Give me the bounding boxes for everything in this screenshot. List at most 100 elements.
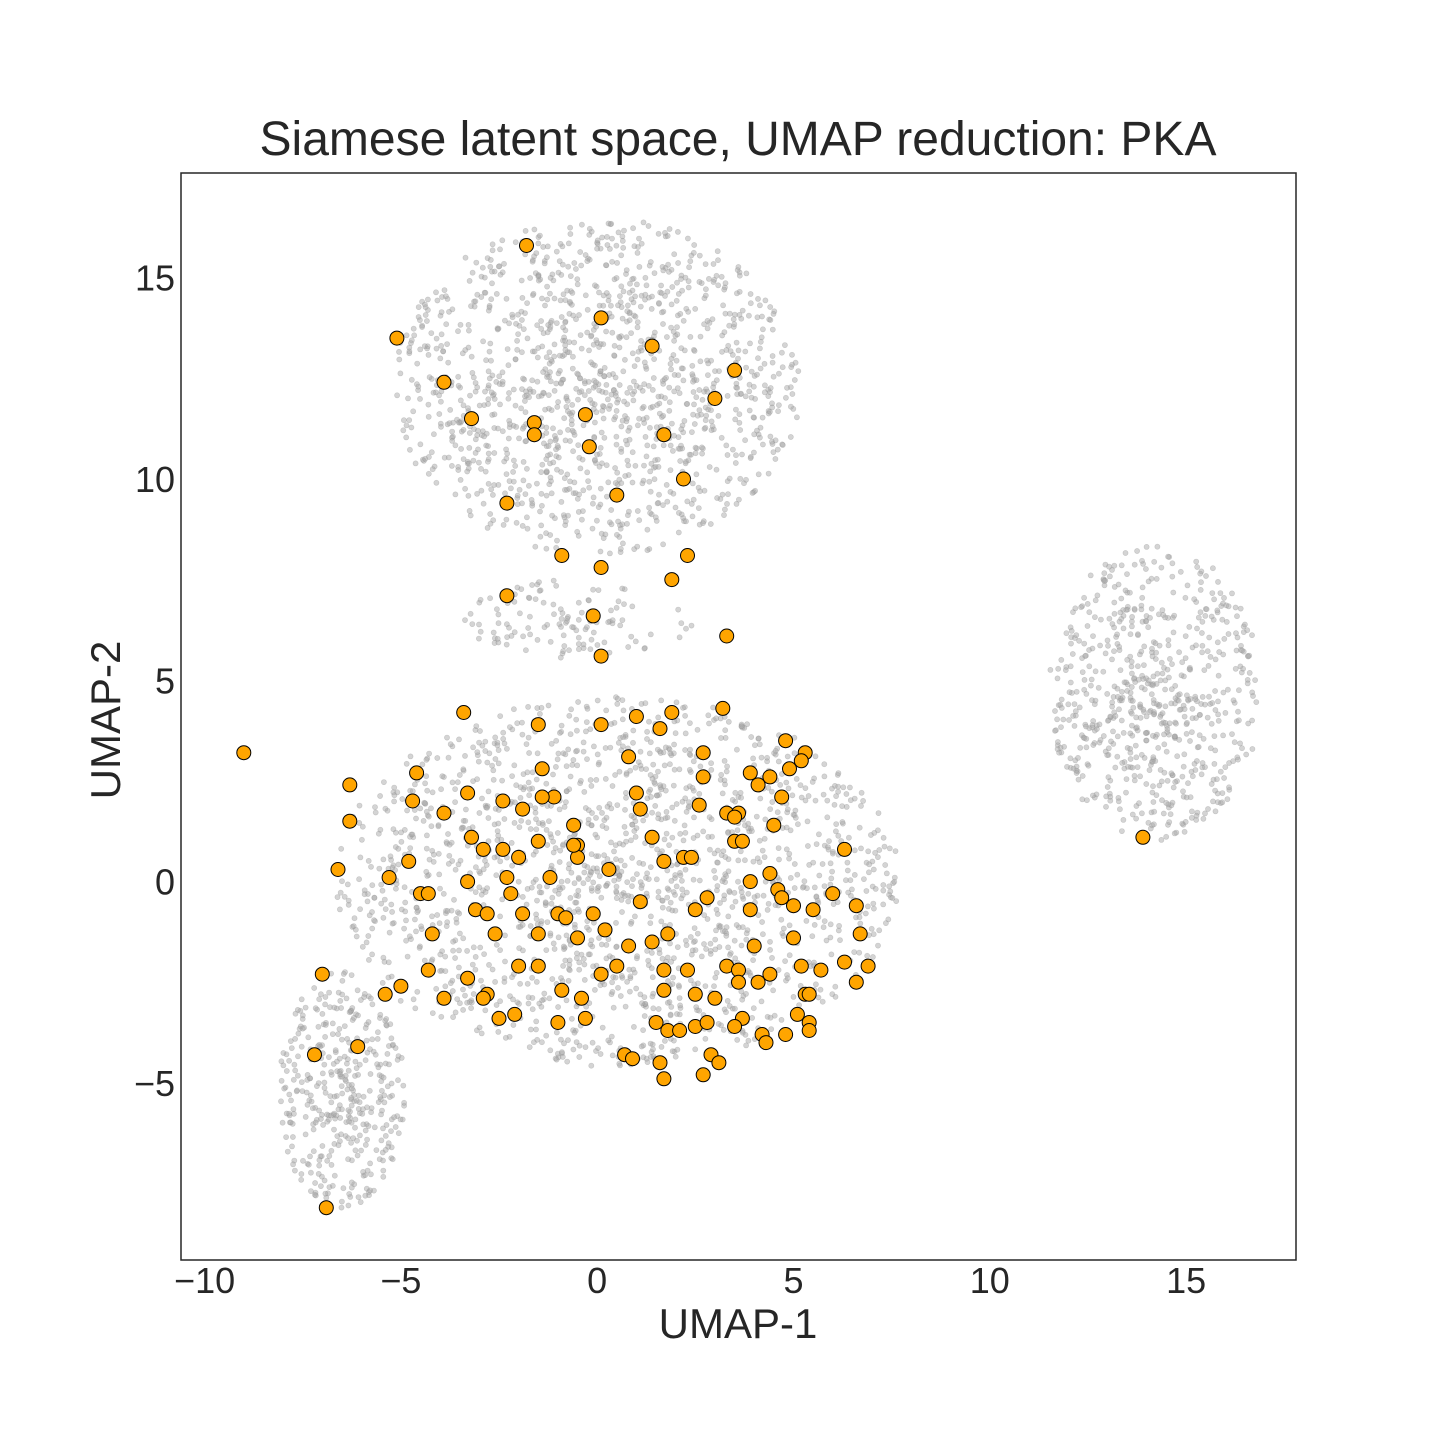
background-point — [622, 356, 628, 363]
background-point — [450, 1014, 456, 1020]
background-point — [310, 1148, 317, 1155]
background-point — [479, 264, 486, 271]
background-point — [402, 908, 409, 915]
background-point — [560, 943, 567, 950]
background-point — [1205, 806, 1211, 812]
highlighted-point — [648, 1015, 664, 1030]
background-point — [875, 854, 881, 860]
background-point — [731, 321, 738, 328]
background-point — [591, 743, 597, 750]
background-point — [485, 838, 492, 845]
background-point — [776, 856, 782, 863]
background-point — [552, 845, 559, 851]
highlighted-point — [628, 709, 644, 724]
background-point — [544, 919, 551, 925]
background-point — [1214, 799, 1221, 806]
background-point — [858, 803, 864, 809]
background-point — [642, 296, 648, 303]
background-point — [617, 993, 624, 999]
background-point — [565, 426, 571, 433]
background-point — [287, 1119, 294, 1126]
background-point — [365, 1019, 372, 1025]
background-point — [503, 471, 510, 477]
background-point — [519, 894, 526, 900]
background-point — [504, 346, 511, 352]
background-point — [686, 799, 692, 805]
background-point — [674, 331, 681, 338]
background-point — [847, 877, 854, 884]
background-point — [1135, 663, 1141, 670]
background-point — [567, 298, 573, 305]
background-point — [468, 353, 475, 360]
background-point — [1152, 640, 1159, 647]
background-point — [1129, 670, 1135, 677]
background-point — [689, 785, 696, 791]
highlighted-point — [632, 801, 648, 817]
background-point — [553, 544, 560, 551]
background-point — [1161, 731, 1167, 738]
background-point — [575, 887, 582, 894]
background-point — [725, 491, 731, 498]
x-axis-ticks: −10 −5 0 5 10 15 — [174, 1260, 1206, 1301]
background-point — [647, 1040, 654, 1047]
background-point — [298, 1043, 305, 1050]
background-point — [717, 923, 724, 930]
background-point — [462, 254, 469, 261]
background-point — [828, 875, 835, 882]
background-point — [666, 407, 673, 414]
background-point — [581, 789, 588, 795]
background-point — [429, 789, 436, 796]
background-point — [680, 377, 687, 384]
background-point — [1055, 739, 1061, 745]
background-point — [376, 1156, 383, 1163]
background-point — [569, 289, 576, 296]
background-point — [810, 859, 817, 866]
background-point — [1159, 710, 1166, 717]
background-point — [1230, 758, 1237, 764]
background-point — [556, 806, 563, 813]
background-point — [490, 767, 497, 774]
background-point — [688, 500, 695, 507]
background-point — [690, 758, 697, 765]
background-point — [452, 866, 459, 873]
background-point — [1094, 592, 1101, 599]
background-point — [335, 1106, 342, 1113]
background-point — [835, 788, 841, 795]
background-point — [634, 543, 641, 550]
highlighted-point — [837, 954, 852, 970]
background-point — [609, 1052, 616, 1059]
background-point — [776, 370, 782, 377]
background-point — [338, 1198, 345, 1205]
background-point — [757, 424, 764, 431]
background-point — [328, 1069, 334, 1075]
background-point — [485, 815, 492, 821]
background-point — [719, 878, 726, 884]
background-point — [722, 280, 729, 287]
background-point — [392, 829, 399, 836]
background-point — [280, 1062, 287, 1069]
background-point — [1098, 616, 1104, 623]
background-point — [624, 308, 631, 315]
background-point — [742, 857, 748, 864]
background-point — [600, 302, 607, 309]
background-point — [811, 884, 818, 891]
background-point — [506, 421, 513, 427]
background-point — [851, 795, 858, 802]
background-point — [875, 942, 881, 949]
highlighted-point — [707, 391, 723, 406]
background-point — [548, 490, 555, 497]
background-point — [1096, 721, 1103, 728]
background-point — [336, 1026, 343, 1032]
background-point — [600, 403, 606, 409]
background-point — [428, 823, 435, 830]
background-point — [578, 609, 585, 616]
background-point — [438, 786, 444, 793]
background-point — [732, 460, 739, 466]
background-point — [1073, 632, 1080, 638]
background-point — [347, 1115, 354, 1121]
background-point — [1116, 706, 1122, 713]
background-point — [550, 601, 557, 608]
background-point — [564, 471, 571, 478]
background-point — [640, 477, 647, 484]
background-point — [621, 227, 627, 234]
